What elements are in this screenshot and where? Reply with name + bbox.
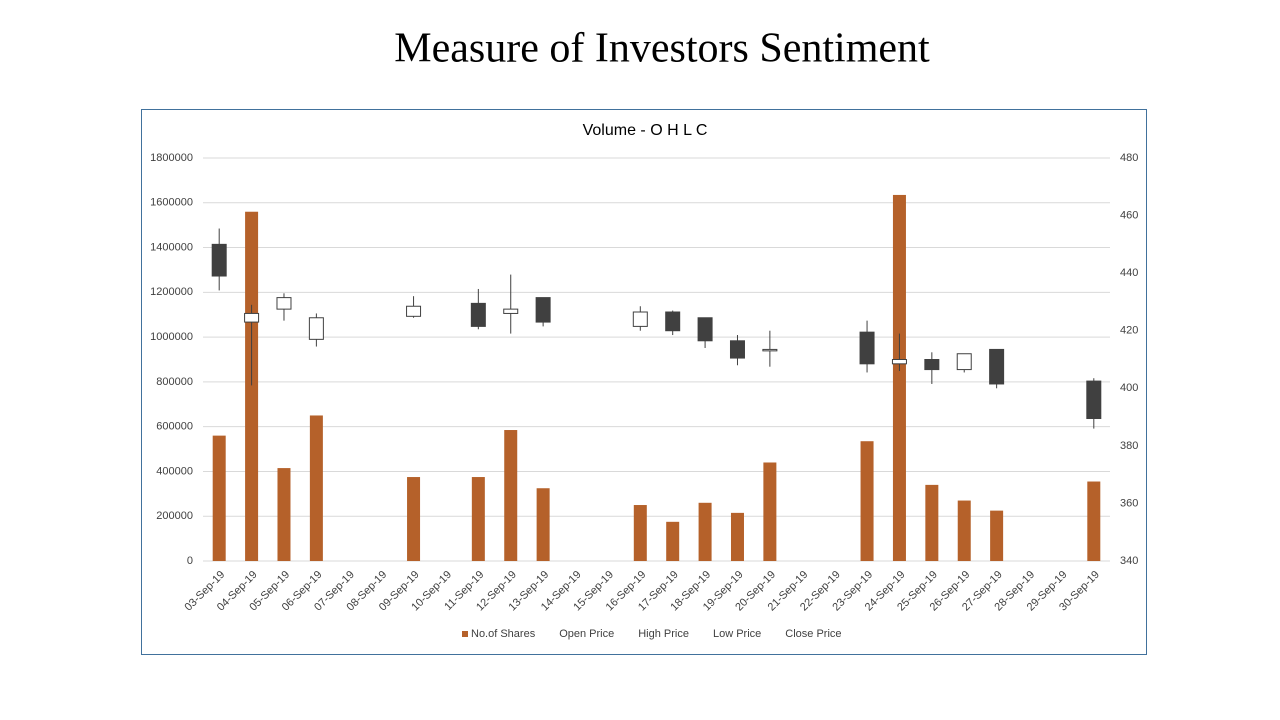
y2-tick-label: 380 [1120,440,1138,452]
candle-body [762,348,778,352]
candle-body [665,311,681,332]
candle-body [924,359,940,371]
volume-bar [277,468,291,561]
volume-bar [407,477,421,561]
candle-body [211,243,227,277]
legend-label: Close Price [785,628,841,640]
candle-body [470,302,486,327]
y-tick-label: 1000000 [150,331,193,343]
y-tick-label: 800000 [156,376,193,388]
volume-bar [536,488,550,561]
volume-bar [698,502,712,561]
volume-bar [666,521,680,561]
y-tick-label: 1600000 [150,197,193,209]
y2-tick-label: 460 [1120,209,1138,221]
y2-tick-label: 400 [1120,382,1138,394]
y-tick-label: 600000 [156,421,193,433]
y2-tick-label: 480 [1120,152,1138,164]
legend-label: No.of Shares [471,628,536,640]
y2-tick-label: 340 [1120,555,1138,567]
y-tick-label: 1800000 [150,152,193,164]
legend-swatch [462,631,468,637]
candle-body [729,340,745,359]
volume-bar [471,477,485,561]
volume-bar [860,441,874,561]
volume-bar [892,194,906,562]
candle-body [859,331,875,365]
y2-tick-label: 420 [1120,325,1138,337]
candle-body [308,317,324,340]
volume-bar [957,500,971,561]
volume-bar [212,435,226,561]
candle-body [956,353,972,371]
y-tick-label: 1200000 [150,286,193,298]
volume-bar [1087,481,1101,561]
candle-body [276,297,292,310]
volume-bar [763,462,777,561]
candle-body [989,348,1005,385]
candle-body [891,359,907,365]
legend-label: High Price [638,628,689,640]
chart-title: Volume - O H L C [583,122,708,139]
volume-bar [309,415,323,561]
y-tick-label: 1400000 [150,241,193,253]
volume-bar [925,484,939,561]
candle-body [1086,380,1102,420]
candle-body [503,308,519,314]
volume-bar [990,510,1004,561]
y-tick-label: 400000 [156,465,193,477]
legend-label: Open Price [559,628,614,640]
volume-bar [504,430,518,561]
legend-label: Low Price [713,628,761,640]
slide-title: Measure of Investors Sentiment [394,26,930,72]
candle-body [697,317,713,342]
y-tick-label: 0 [187,555,193,567]
candle-body [406,305,422,317]
y2-tick-label: 440 [1120,267,1138,279]
candle-body [244,312,260,323]
candle-body [632,311,648,327]
volume-bar [245,211,259,561]
volume-bar [730,512,744,561]
y-tick-label: 200000 [156,510,193,522]
volume-bar [633,505,647,561]
candle-body [535,297,551,323]
y2-tick-label: 360 [1120,497,1138,509]
